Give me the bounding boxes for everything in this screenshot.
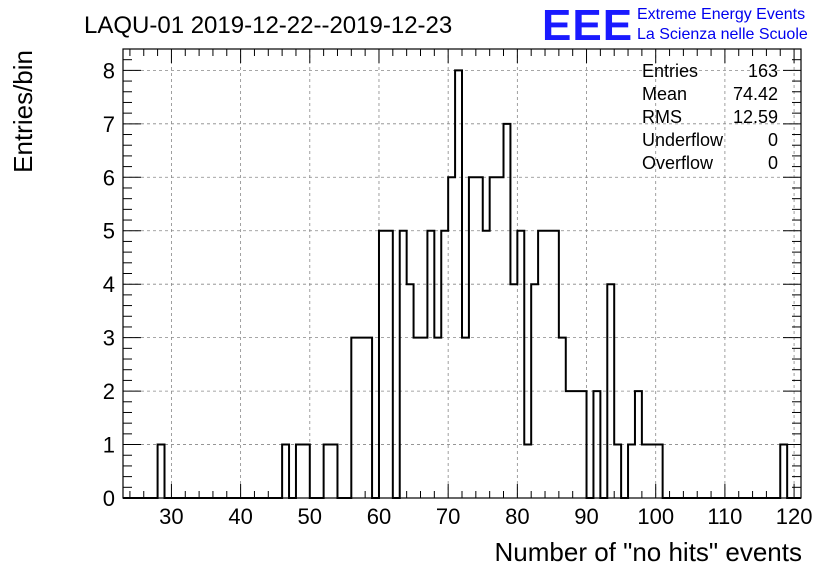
histogram-bin — [642, 445, 649, 498]
x-tick-label: 40 — [228, 504, 252, 529]
logo-line-2: La Scienza nelle Scuole — [637, 26, 808, 43]
x-tick-label: 50 — [298, 504, 322, 529]
histogram-bin — [649, 445, 656, 498]
y-axis-title: Entries/bin — [8, 50, 38, 173]
histogram-bin — [358, 338, 365, 498]
histogram-bin — [462, 338, 469, 498]
histogram-bin — [780, 445, 787, 498]
histogram-bin — [504, 124, 511, 498]
y-tick-label: 4 — [103, 272, 115, 297]
stats-box: Entries 163 Mean 74.42 RMS 12.59 Underfl… — [642, 61, 778, 173]
x-tick-label: 60 — [367, 504, 391, 529]
stat-entries-value: 163 — [748, 61, 778, 81]
stat-mean-label: Mean — [642, 84, 687, 104]
y-tick-label: 3 — [103, 326, 115, 351]
logo-mark: EEE — [542, 1, 633, 50]
histogram-bin — [282, 445, 289, 498]
x-tick-label: 110 — [707, 504, 742, 529]
stat-entries-label: Entries — [642, 61, 698, 81]
y-tick-labels: 0 1 2 3 4 5 6 7 8 — [103, 58, 115, 511]
stat-overflow-label: Overflow — [642, 153, 714, 173]
histogram-bin — [365, 338, 372, 498]
y-tick-label: 1 — [103, 433, 115, 458]
histogram-bin — [303, 445, 310, 498]
histogram-bin — [524, 445, 531, 498]
y-tick-label: 2 — [103, 379, 115, 404]
stat-mean-value: 74.42 — [733, 84, 778, 104]
x-tick-label: 120 — [776, 504, 813, 529]
x-axis-title: Number of "no hits" events — [495, 537, 803, 567]
stat-rms-value: 12.59 — [733, 107, 778, 127]
stat-rms-label: RMS — [642, 107, 682, 127]
eee-logo: EEE Extreme Energy Events La Scienza nel… — [542, 1, 808, 50]
histogram-bin — [545, 231, 552, 498]
histogram-bin — [559, 338, 566, 498]
histogram-bin — [351, 338, 358, 498]
x-tick-labels: 30 40 50 60 70 80 90 100 110 120 — [159, 504, 812, 529]
y-tick-label: 8 — [103, 58, 115, 83]
x-tick-label: 100 — [637, 504, 674, 529]
histogram-bin — [386, 231, 393, 498]
stat-overflow-value: 0 — [768, 153, 778, 173]
histogram-bin — [441, 231, 448, 498]
histogram-bin — [420, 338, 427, 498]
x-tick-label: 80 — [505, 504, 529, 529]
stat-underflow-label: Underflow — [642, 130, 724, 150]
stat-underflow-value: 0 — [768, 130, 778, 150]
histogram-bin — [400, 231, 407, 498]
x-tick-label: 70 — [436, 504, 460, 529]
histogram-bin — [434, 338, 441, 498]
histogram-bin — [379, 231, 386, 498]
logo-line-1: Extreme Energy Events — [637, 6, 805, 23]
x-tick-label: 30 — [159, 504, 183, 529]
chart-title: LAQU-01 2019-12-22--2019-12-23 — [84, 12, 452, 39]
y-tick-label: 7 — [103, 112, 115, 137]
histogram-bin — [552, 231, 559, 498]
histogram-bin — [517, 231, 524, 498]
x-tick-label: 90 — [574, 504, 598, 529]
histogram-bin — [628, 445, 635, 498]
histogram-bin — [656, 445, 663, 498]
histogram-bin — [414, 338, 421, 498]
axis-ticks — [123, 49, 801, 499]
y-tick-label: 6 — [103, 165, 115, 190]
histogram-bin — [483, 231, 490, 498]
histogram-bin — [158, 445, 165, 498]
histogram-bin — [538, 231, 545, 498]
y-tick-label: 0 — [103, 486, 115, 511]
histogram-bin — [296, 445, 303, 498]
histogram-bin — [614, 445, 621, 498]
histogram-bin — [324, 445, 331, 498]
histogram-bin — [331, 445, 338, 498]
y-tick-label: 5 — [103, 219, 115, 244]
histogram-bin — [427, 231, 434, 498]
